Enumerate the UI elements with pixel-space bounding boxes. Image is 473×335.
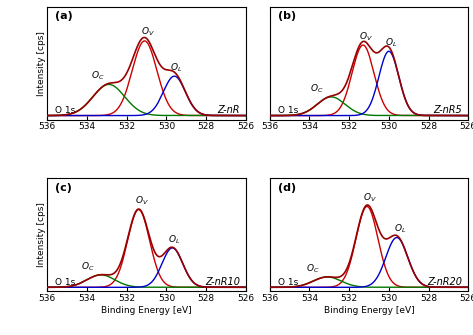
Text: $\mathit{O}_\mathit{L}$: $\mathit{O}_\mathit{L}$ bbox=[170, 62, 182, 74]
Text: $\mathit{O}_\mathit{L}$: $\mathit{O}_\mathit{L}$ bbox=[394, 223, 407, 236]
Y-axis label: Intensity [cps]: Intensity [cps] bbox=[37, 203, 46, 267]
Text: (d): (d) bbox=[278, 183, 296, 193]
Text: (c): (c) bbox=[55, 183, 72, 193]
Text: Z-nR5: Z-nR5 bbox=[434, 105, 462, 115]
Text: O 1s: O 1s bbox=[278, 278, 298, 287]
Text: $\mathit{O}_\mathit{L}$: $\mathit{O}_\mathit{L}$ bbox=[385, 37, 397, 49]
X-axis label: Binding Energy [eV]: Binding Energy [eV] bbox=[324, 306, 414, 315]
Text: (a): (a) bbox=[55, 11, 73, 21]
Text: O 1s: O 1s bbox=[278, 106, 298, 115]
Text: $\mathit{O}_\mathit{V}$: $\mathit{O}_\mathit{V}$ bbox=[140, 25, 155, 38]
Text: Z-nR: Z-nR bbox=[218, 105, 240, 115]
Text: $\mathit{O}_\mathit{C}$: $\mathit{O}_\mathit{C}$ bbox=[81, 260, 95, 273]
Text: Z-nR20: Z-nR20 bbox=[427, 277, 462, 287]
Text: $\mathit{O}_\mathit{C}$: $\mathit{O}_\mathit{C}$ bbox=[306, 262, 319, 275]
Text: $\mathit{O}_\mathit{V}$: $\mathit{O}_\mathit{V}$ bbox=[359, 30, 373, 43]
Text: O 1s: O 1s bbox=[55, 278, 76, 287]
X-axis label: Binding Energy [eV]: Binding Energy [eV] bbox=[101, 306, 192, 315]
Text: $\mathit{O}_\mathit{C}$: $\mathit{O}_\mathit{C}$ bbox=[310, 82, 324, 95]
Text: $\mathit{O}_\mathit{V}$: $\mathit{O}_\mathit{V}$ bbox=[363, 192, 377, 204]
Text: $\mathit{O}_\mathit{V}$: $\mathit{O}_\mathit{V}$ bbox=[135, 195, 149, 207]
Text: $\mathit{O}_\mathit{L}$: $\mathit{O}_\mathit{L}$ bbox=[168, 233, 180, 246]
Text: (b): (b) bbox=[278, 11, 296, 21]
Text: Z-nR10: Z-nR10 bbox=[205, 277, 240, 287]
Text: O 1s: O 1s bbox=[55, 106, 76, 115]
Text: $\mathit{O}_\mathit{C}$: $\mathit{O}_\mathit{C}$ bbox=[91, 70, 105, 82]
Y-axis label: Intensity [cps]: Intensity [cps] bbox=[37, 31, 46, 95]
